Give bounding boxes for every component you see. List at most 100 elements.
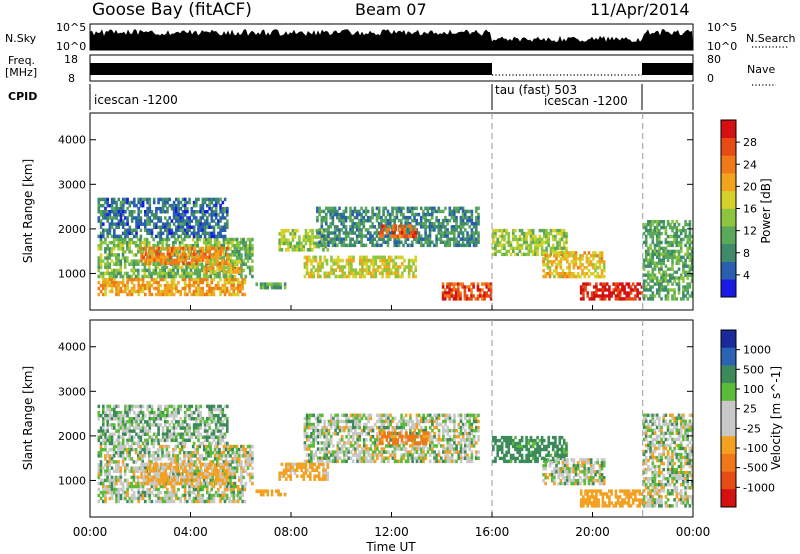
data-cell [351, 243, 354, 248]
data-cell [330, 268, 333, 272]
data-cell [359, 274, 362, 279]
data-cell [387, 255, 391, 260]
data-cell [157, 465, 161, 470]
data-cell [229, 475, 232, 480]
data-cell [475, 231, 478, 235]
data-cell [164, 475, 167, 479]
data-cell [222, 460, 226, 464]
data-cell [117, 435, 121, 439]
data-cell [121, 423, 125, 427]
cpid-panel: CPID icescan -1200 tau (fast) 503 icesca… [8, 83, 694, 110]
data-cell [542, 263, 545, 267]
data-cell [487, 294, 491, 298]
data-cell [128, 496, 132, 501]
data-cell [424, 212, 427, 217]
data-cell [102, 426, 105, 430]
data-cell [199, 487, 202, 492]
data-cell [174, 447, 177, 452]
data-cell [144, 197, 147, 202]
data-cell [144, 490, 147, 495]
data-cell [361, 274, 364, 279]
data-cell [417, 240, 421, 244]
data-cell [231, 475, 234, 480]
data-cell [688, 258, 692, 262]
data-cell [464, 212, 467, 217]
data-cell [476, 288, 480, 292]
data-cell [582, 297, 585, 301]
data-cell [172, 206, 176, 211]
data-cell [406, 218, 410, 223]
data-cell [157, 478, 161, 483]
data-cell [133, 200, 136, 205]
data-cell [529, 237, 533, 242]
data-cell [208, 206, 211, 211]
data-cell [671, 261, 674, 265]
data-cell [124, 496, 127, 501]
data-cell [651, 276, 655, 280]
data-cell [172, 493, 176, 498]
data-cell [312, 265, 315, 269]
data-cell [240, 247, 243, 251]
data-cell [494, 252, 497, 257]
data-cell [117, 213, 121, 217]
data-cell [435, 243, 438, 248]
data-cell [150, 228, 154, 232]
data-cell [454, 294, 458, 298]
data-cell [406, 228, 410, 232]
data-cell [141, 268, 144, 273]
data-cell [177, 219, 180, 223]
data-cell [124, 200, 127, 205]
data-cell [112, 247, 116, 251]
data-cell [243, 292, 247, 297]
data-cell [137, 262, 140, 266]
data-cell [146, 438, 149, 443]
data-cell [243, 277, 247, 282]
data-cell [149, 462, 152, 467]
data-cell [369, 231, 372, 235]
data-cell [403, 258, 406, 263]
data-cell [157, 206, 160, 211]
data-cell [205, 240, 208, 245]
data-cell [669, 243, 672, 248]
data-cell [512, 249, 515, 254]
data-cell [214, 234, 218, 239]
data-cell [141, 262, 144, 266]
data-cell [165, 274, 169, 279]
data-cell [540, 240, 544, 245]
data-cell [248, 247, 252, 251]
data-cell [644, 255, 648, 259]
nave-label: Nave [747, 63, 775, 76]
data-cell [227, 270, 230, 274]
data-cell [380, 243, 383, 248]
data-cell [375, 215, 379, 220]
data-cell [251, 268, 254, 273]
data-cell [140, 462, 143, 467]
data-cell [150, 417, 154, 421]
data-cell [642, 225, 646, 230]
data-cell [322, 243, 326, 248]
data-cell [227, 444, 230, 449]
data-cell [205, 266, 208, 271]
data-cell [384, 215, 388, 220]
data-cell [579, 285, 583, 289]
data-cell [159, 444, 162, 449]
data-cell [214, 493, 218, 498]
data-cell [536, 237, 539, 242]
data-cell [608, 288, 611, 292]
data-cell [461, 209, 465, 214]
data-cell [208, 493, 211, 498]
data-cell [203, 277, 207, 282]
data-cell [106, 210, 109, 214]
data-cell [180, 265, 184, 270]
data-cell [651, 240, 655, 245]
data-cell [466, 222, 469, 226]
data-cell [163, 268, 166, 273]
data-cell [137, 451, 140, 455]
data-cell [323, 255, 327, 260]
data-cell [586, 291, 589, 295]
data-cell [108, 432, 112, 436]
data-cell [666, 273, 670, 277]
data-cell [97, 413, 101, 418]
data-cell [355, 234, 359, 238]
data-cell [184, 469, 187, 473]
